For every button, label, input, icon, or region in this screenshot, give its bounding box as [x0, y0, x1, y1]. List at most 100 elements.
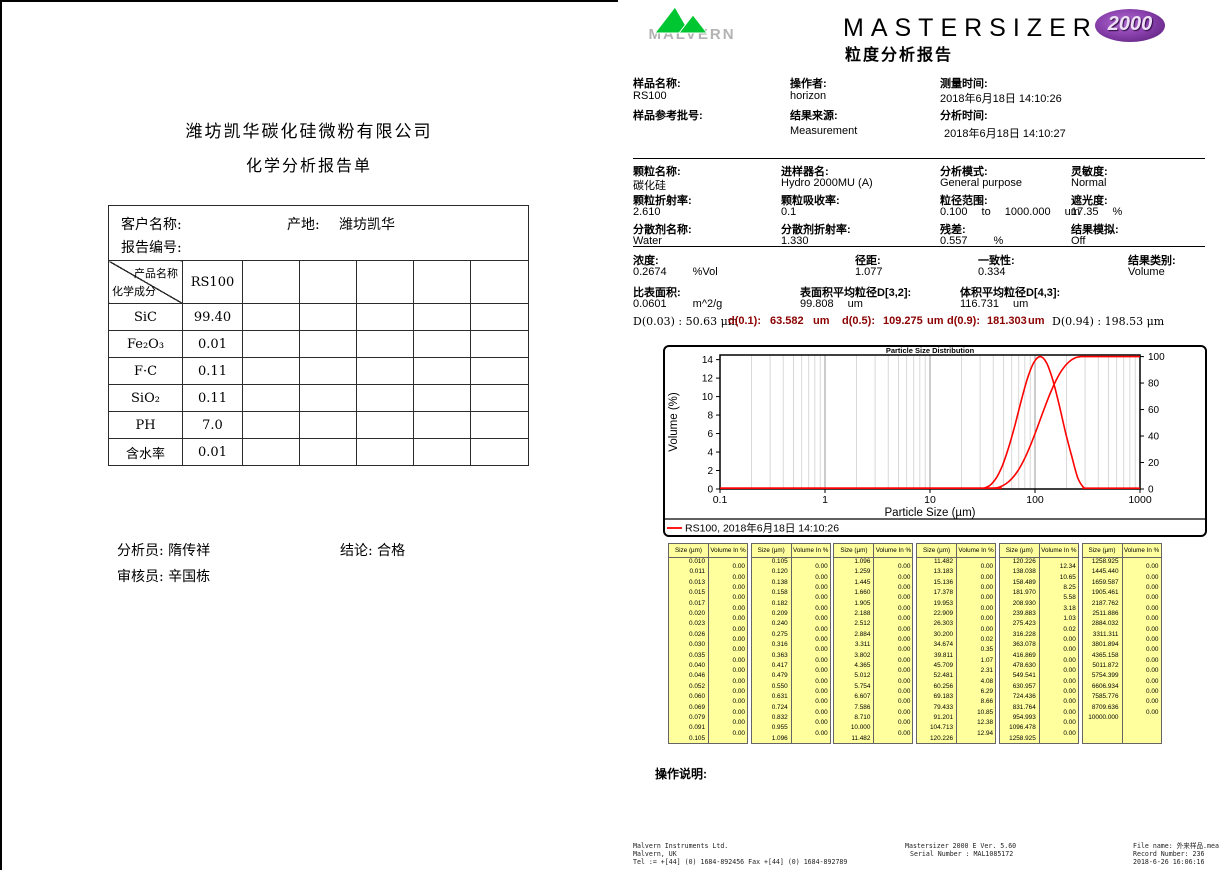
psd-size-cell: 6.607 — [854, 693, 871, 701]
d003-percentile: D(0.03) : 50.63 μm — [633, 315, 739, 328]
psd-size-cell: 1.905 — [854, 599, 871, 607]
psd-size-cell: 0.209 — [771, 610, 788, 617]
chem-empty-cell — [469, 330, 530, 358]
chem-component-name: PH — [108, 411, 183, 439]
chem-empty-cell — [242, 384, 300, 412]
uniformity-value: 0.334 — [978, 266, 1006, 278]
scan-border-top — [0, 0, 618, 2]
psd-volume-cell: 0.00 — [815, 594, 828, 602]
chem-empty-cell — [242, 330, 300, 358]
psd-size-cell: 0.158 — [771, 589, 788, 597]
chem-component-value: 7.0 — [182, 411, 243, 439]
operator-value: horizon — [790, 90, 827, 102]
svg-text:6: 6 — [707, 429, 713, 440]
psd-size-cell: 1.096 — [771, 734, 788, 742]
d05-label: d(0.5): — [842, 315, 875, 327]
analysis-model-value: General purpose — [940, 177, 1022, 189]
d09-value: 181.303 — [987, 315, 1027, 327]
svg-text:Particle Size Distribution: Particle Size Distribution — [886, 346, 975, 355]
psd-volume-cell: 0.00 — [732, 584, 745, 591]
analyst-line: 分析员: 隋传祥 — [117, 540, 210, 560]
svg-text:8: 8 — [707, 411, 713, 422]
chem-component-name: SiO₂ — [108, 384, 183, 412]
absorption-label: 颗粒吸收率: — [781, 195, 840, 207]
reviewer-name: 辛国栋 — [168, 569, 211, 585]
d09-unit: um — [1028, 315, 1045, 327]
psd-volume-cell: 0.00 — [732, 615, 745, 623]
psd-volume-cell: 0.00 — [815, 656, 828, 664]
psd-volume-cell: 1.03 — [1063, 615, 1076, 623]
psd-size-cell: 11.482 — [934, 558, 954, 565]
chem-empty-cell — [413, 438, 471, 466]
psd-volume-cell: 0.00 — [1146, 708, 1159, 716]
svg-text:100: 100 — [1026, 494, 1044, 506]
psd-size-cell: 2.884 — [854, 630, 871, 638]
psd-volume-cell: 0.00 — [897, 729, 911, 737]
psd-volume-cell: 0.00 — [1063, 656, 1076, 664]
chem-empty-cell — [242, 438, 300, 466]
malvern-logo: MALVERN — [648, 6, 734, 43]
psd-volume-cell: 0.00 — [1146, 646, 1159, 654]
psd-size-cell: 1.096 — [854, 558, 871, 565]
chem-row: Fe₂O₃ 0.01 — [108, 330, 530, 358]
psd-size-cell: 0.832 — [771, 714, 788, 721]
psd-size-cell: 10.000 — [850, 724, 871, 732]
psd-volume-cell: 0.00 — [897, 656, 911, 664]
psd-size-cell: 2511.886 — [1092, 610, 1119, 617]
d01-label: d(0.1): — [728, 315, 761, 327]
psd-size-cell: 275.423 — [1012, 620, 1036, 628]
psd-size-cell: 0.040 — [689, 662, 705, 669]
psd-volume-cell: 12.94 — [977, 729, 994, 737]
result-source-value: Measurement — [790, 125, 858, 137]
chem-empty-cell — [413, 303, 471, 331]
psd-size-cell: 0.020 — [689, 610, 705, 617]
chem-empty-cell — [356, 384, 414, 412]
psd-size-cell: 5754.399 — [1091, 672, 1119, 680]
chem-empty-cell — [413, 384, 471, 412]
psd-size-cell: 1258.925 — [1009, 734, 1036, 742]
psd-size-cell: 15.136 — [933, 578, 954, 586]
psd-size-header: Size (µm) — [757, 547, 785, 554]
svg-text:100: 100 — [1148, 352, 1165, 363]
footer-version-line: Mastersizer 2000 E Ver. 5.60 — [905, 842, 1017, 850]
psd-volume-cell: 0.00 — [1146, 594, 1159, 602]
svg-text:4: 4 — [707, 448, 713, 459]
psd-size-cell: 10000.000 — [1088, 714, 1119, 721]
psd-volume-cell: 0.00 — [1063, 729, 1076, 737]
psd-volume-cell: 0.00 — [1063, 688, 1076, 695]
psd-volume-cell: 0.00 — [732, 604, 745, 612]
psd-volume-cell: 0.00 — [1146, 584, 1159, 591]
conclusion-line: 结论: 合格 — [340, 540, 405, 560]
chem-empty-cell — [242, 411, 300, 439]
footer-printed-line: 2018-6-26 16:06:16 — [1133, 858, 1205, 866]
psd-volume-cell: 0.00 — [897, 688, 911, 695]
psd-size-cell: 831.764 — [1012, 703, 1036, 711]
chem-row: SiO₂ 0.11 — [108, 384, 530, 412]
psd-volume-cell: 4.08 — [980, 677, 994, 685]
conclusion-value: 合格 — [377, 543, 406, 559]
measured-label: 测量时间: — [940, 78, 988, 90]
psd-size-cell: 3311.311 — [1092, 630, 1119, 638]
psd-size-cell: 138.038 — [1012, 568, 1036, 576]
psd-volume-cell: 0.00 — [732, 719, 745, 727]
chem-empty-cell — [356, 411, 414, 439]
psd-size-cell: 1258.925 — [1091, 558, 1119, 565]
psd-size-cell: 30.200 — [933, 630, 954, 638]
psd-size-cell: 3.802 — [854, 651, 871, 659]
psd-volume-cell: 0.00 — [897, 563, 911, 571]
psd-size-cell: 158.489 — [1012, 578, 1036, 586]
psd-size-cell: 0.105 — [771, 558, 788, 565]
psd-volume-cell: 0.00 — [897, 698, 911, 706]
svg-text:10: 10 — [924, 494, 936, 506]
chem-component-value: 0.01 — [182, 330, 243, 358]
mastersizer-wordmark: MASTERSIZER — [843, 14, 1098, 42]
psd-size-cell: 91.201 — [933, 714, 954, 721]
psd-size-cell: 1.660 — [854, 589, 871, 597]
d05-unit: um — [927, 315, 944, 327]
footer-record-line: Record Number: 236 — [1133, 850, 1205, 858]
psd-data-tables: Size (µm) Volume In % 0.010 0.011 0.013 0.015… — [668, 543, 1165, 744]
psd-size-cell: 2884.032 — [1091, 620, 1119, 628]
psd-volume-cell: 10.65 — [1059, 573, 1076, 581]
psd-size-cell: 0.550 — [771, 682, 788, 690]
chem-empty-cell — [299, 357, 357, 385]
